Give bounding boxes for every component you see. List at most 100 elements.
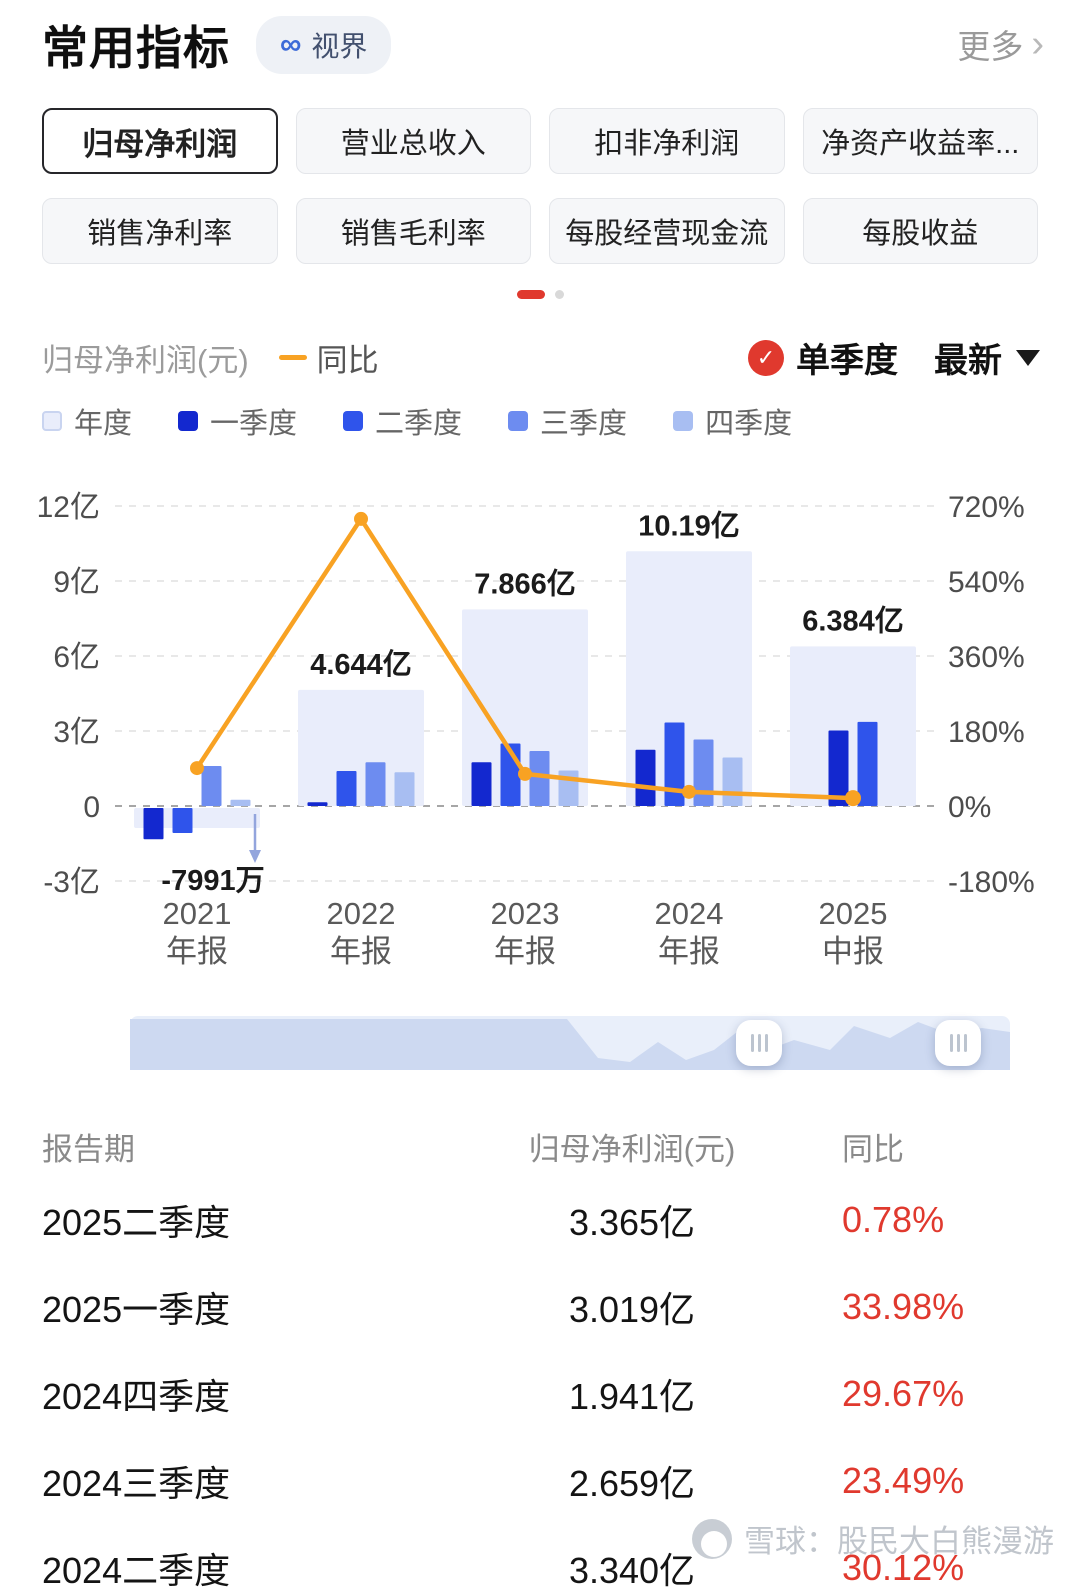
table-row[interactable]: 2024二季度 3.340亿 30.12% bbox=[0, 1524, 1080, 1593]
quarter-mode-toggle[interactable]: ✓ 单季度 bbox=[748, 333, 898, 382]
legend-label: 年度 bbox=[74, 408, 133, 440]
cell-value: 3.365亿 bbox=[568, 1201, 696, 1243]
legend-item[interactable]: 二季度 bbox=[343, 400, 462, 442]
more-label: 更多 bbox=[957, 28, 1024, 65]
infinity-icon: ∞ bbox=[280, 28, 302, 61]
cell-value: 3.340亿 bbox=[568, 1549, 696, 1591]
metric-label: 归母净利润(元) bbox=[42, 343, 249, 378]
yoy-label: 同比 bbox=[316, 343, 379, 378]
svg-text:2021: 2021 bbox=[163, 896, 232, 931]
metric-tab[interactable]: 每股收益 bbox=[802, 198, 1038, 264]
cell-yoy: 29.67% bbox=[842, 1372, 965, 1414]
brush-silhouette bbox=[130, 1016, 1010, 1070]
legend-item[interactable]: 一季度 bbox=[178, 400, 297, 442]
legend-swatch bbox=[343, 411, 364, 431]
watermark-text: 雪球：股民大白熊漫游 bbox=[744, 1524, 1054, 1559]
svg-text:2023: 2023 bbox=[491, 896, 560, 931]
brush-handle-left[interactable] bbox=[736, 1020, 782, 1066]
svg-text:540%: 540% bbox=[948, 566, 1025, 599]
svg-text:-180%: -180% bbox=[948, 866, 1035, 899]
svg-text:2025: 2025 bbox=[819, 896, 888, 931]
svg-text:7.866亿: 7.866亿 bbox=[474, 567, 576, 600]
report-table: 报告期 归母净利润(元) 同比 2025二季度 3.365亿 0.78% 2025一季… bbox=[0, 1116, 1080, 1593]
legend-label: 一季度 bbox=[210, 408, 298, 440]
svg-text:2024: 2024 bbox=[655, 896, 724, 931]
table-row[interactable]: 2024三季度 2.659亿 23.49% bbox=[0, 1437, 1080, 1524]
cell-period: 2024四季度 bbox=[42, 1375, 231, 1417]
svg-text:360%: 360% bbox=[948, 641, 1025, 674]
legend-item[interactable]: 年度 bbox=[42, 400, 132, 442]
table-row[interactable]: 2025一季度 3.019亿 33.98% bbox=[0, 1263, 1080, 1350]
legend-swatch bbox=[508, 411, 529, 431]
chart-controls-right: ✓ 单季度 最新 bbox=[748, 333, 1040, 382]
chart-controls-left: 归母净利润(元) 同比 bbox=[42, 335, 379, 380]
yoy-line-swatch bbox=[278, 355, 307, 360]
svg-text:-7991万: -7991万 bbox=[161, 865, 264, 897]
svg-text:180%: 180% bbox=[948, 716, 1025, 749]
legend-label: 三季度 bbox=[540, 408, 628, 440]
table-row[interactable]: 2025二季度 3.365亿 0.78% bbox=[0, 1176, 1080, 1263]
svg-text:0: 0 bbox=[83, 791, 100, 824]
latest-label: 最新 bbox=[934, 342, 1002, 380]
svg-text:中报: 中报 bbox=[822, 934, 884, 969]
brush-handle-right[interactable] bbox=[935, 1020, 981, 1066]
range-brush[interactable] bbox=[130, 1016, 1010, 1070]
cell-period: 2024三季度 bbox=[42, 1462, 231, 1504]
legend-label: 二季度 bbox=[375, 408, 463, 440]
metric-tab[interactable]: 净资产收益率... bbox=[802, 108, 1038, 174]
legend-item[interactable]: 三季度 bbox=[508, 400, 627, 442]
cell-period: 2025一季度 bbox=[42, 1288, 231, 1330]
metric-tab[interactable]: 销售净利率 bbox=[42, 198, 278, 264]
svg-text:-3亿: -3亿 bbox=[43, 866, 100, 899]
cell-value: 2.659亿 bbox=[568, 1462, 696, 1504]
watermark: 雪球：股民大白熊漫游 bbox=[692, 1516, 1054, 1561]
more-link[interactable]: 更多 › bbox=[957, 20, 1044, 68]
col-header-period: 报告期 bbox=[42, 1131, 135, 1167]
metric-tab[interactable]: 扣非净利润 bbox=[549, 108, 785, 174]
series-legend: 年度 一季度 二季度 三季度 四季度 bbox=[0, 400, 1080, 442]
legend-swatch bbox=[178, 411, 199, 431]
cell-yoy: 23.49% bbox=[842, 1459, 965, 1501]
table-header-row: 报告期 归母净利润(元) 同比 bbox=[0, 1116, 1080, 1176]
yoy-legend: 同比 bbox=[278, 335, 379, 380]
col-header-value: 归母净利润(元) bbox=[528, 1131, 736, 1167]
shijie-badge[interactable]: ∞ 视界 bbox=[256, 16, 392, 74]
svg-text:年报: 年报 bbox=[494, 934, 556, 969]
metric-tabs: 归母净利润 营业总收入 扣非净利润 净资产收益率... 销售净利率 销售毛利率 每股经营现金… bbox=[0, 108, 1080, 264]
metric-tab[interactable]: 每股经营现金流 bbox=[549, 198, 785, 264]
metric-tab[interactable]: 归母净利润 bbox=[42, 108, 278, 174]
svg-text:3亿: 3亿 bbox=[53, 716, 100, 749]
chart-controls: 归母净利润(元) 同比 ✓ 单季度 最新 bbox=[0, 333, 1080, 382]
profit-chart: 12亿 720% 9亿 540% 6亿 360% 3亿 180% 0 0% -3亿 -180% -799… bbox=[0, 486, 1080, 996]
badge-label: 视界 bbox=[311, 31, 368, 62]
svg-text:6.384亿: 6.384亿 bbox=[802, 604, 904, 637]
legend-swatch bbox=[673, 411, 694, 431]
page-dot-active[interactable] bbox=[516, 290, 545, 299]
cell-value: 3.019亿 bbox=[568, 1288, 696, 1330]
svg-text:4.644亿: 4.644亿 bbox=[310, 648, 412, 681]
svg-text:0%: 0% bbox=[948, 791, 991, 824]
xueqiu-logo-icon bbox=[692, 1518, 732, 1559]
chart-canvas: 12亿 720% 9亿 540% 6亿 360% 3亿 180% 0 0% -3亿 -180% -799… bbox=[37, 491, 1035, 969]
latest-dropdown[interactable]: 最新 bbox=[934, 333, 1040, 382]
chevron-right-icon: › bbox=[1031, 23, 1044, 65]
legend-swatch bbox=[42, 411, 62, 431]
svg-text:9亿: 9亿 bbox=[53, 566, 100, 599]
quarter-mode-label: 单季度 bbox=[796, 342, 898, 380]
cell-yoy: 30.12% bbox=[842, 1546, 965, 1588]
table-body: 2025二季度 3.365亿 0.78% 2025一季度 3.019亿 33.98% 202… bbox=[0, 1176, 1080, 1593]
cell-yoy: 33.98% bbox=[842, 1285, 965, 1327]
page-title: 常用指标 bbox=[42, 22, 230, 74]
table-row[interactable]: 2024四季度 1.941亿 29.67% bbox=[0, 1350, 1080, 1437]
check-icon: ✓ bbox=[748, 339, 784, 376]
legend-label: 四季度 bbox=[705, 408, 793, 440]
metric-tab[interactable]: 营业总收入 bbox=[295, 108, 531, 174]
legend-item[interactable]: 四季度 bbox=[673, 400, 792, 442]
page-dot[interactable] bbox=[554, 290, 564, 299]
cell-yoy: 0.78% bbox=[842, 1198, 945, 1240]
svg-text:年报: 年报 bbox=[658, 934, 720, 969]
cell-period: 2024二季度 bbox=[42, 1549, 231, 1591]
metric-tab[interactable]: 销售毛利率 bbox=[295, 198, 531, 264]
header: 常用指标 ∞ 视界 更多 › bbox=[0, 0, 1080, 78]
